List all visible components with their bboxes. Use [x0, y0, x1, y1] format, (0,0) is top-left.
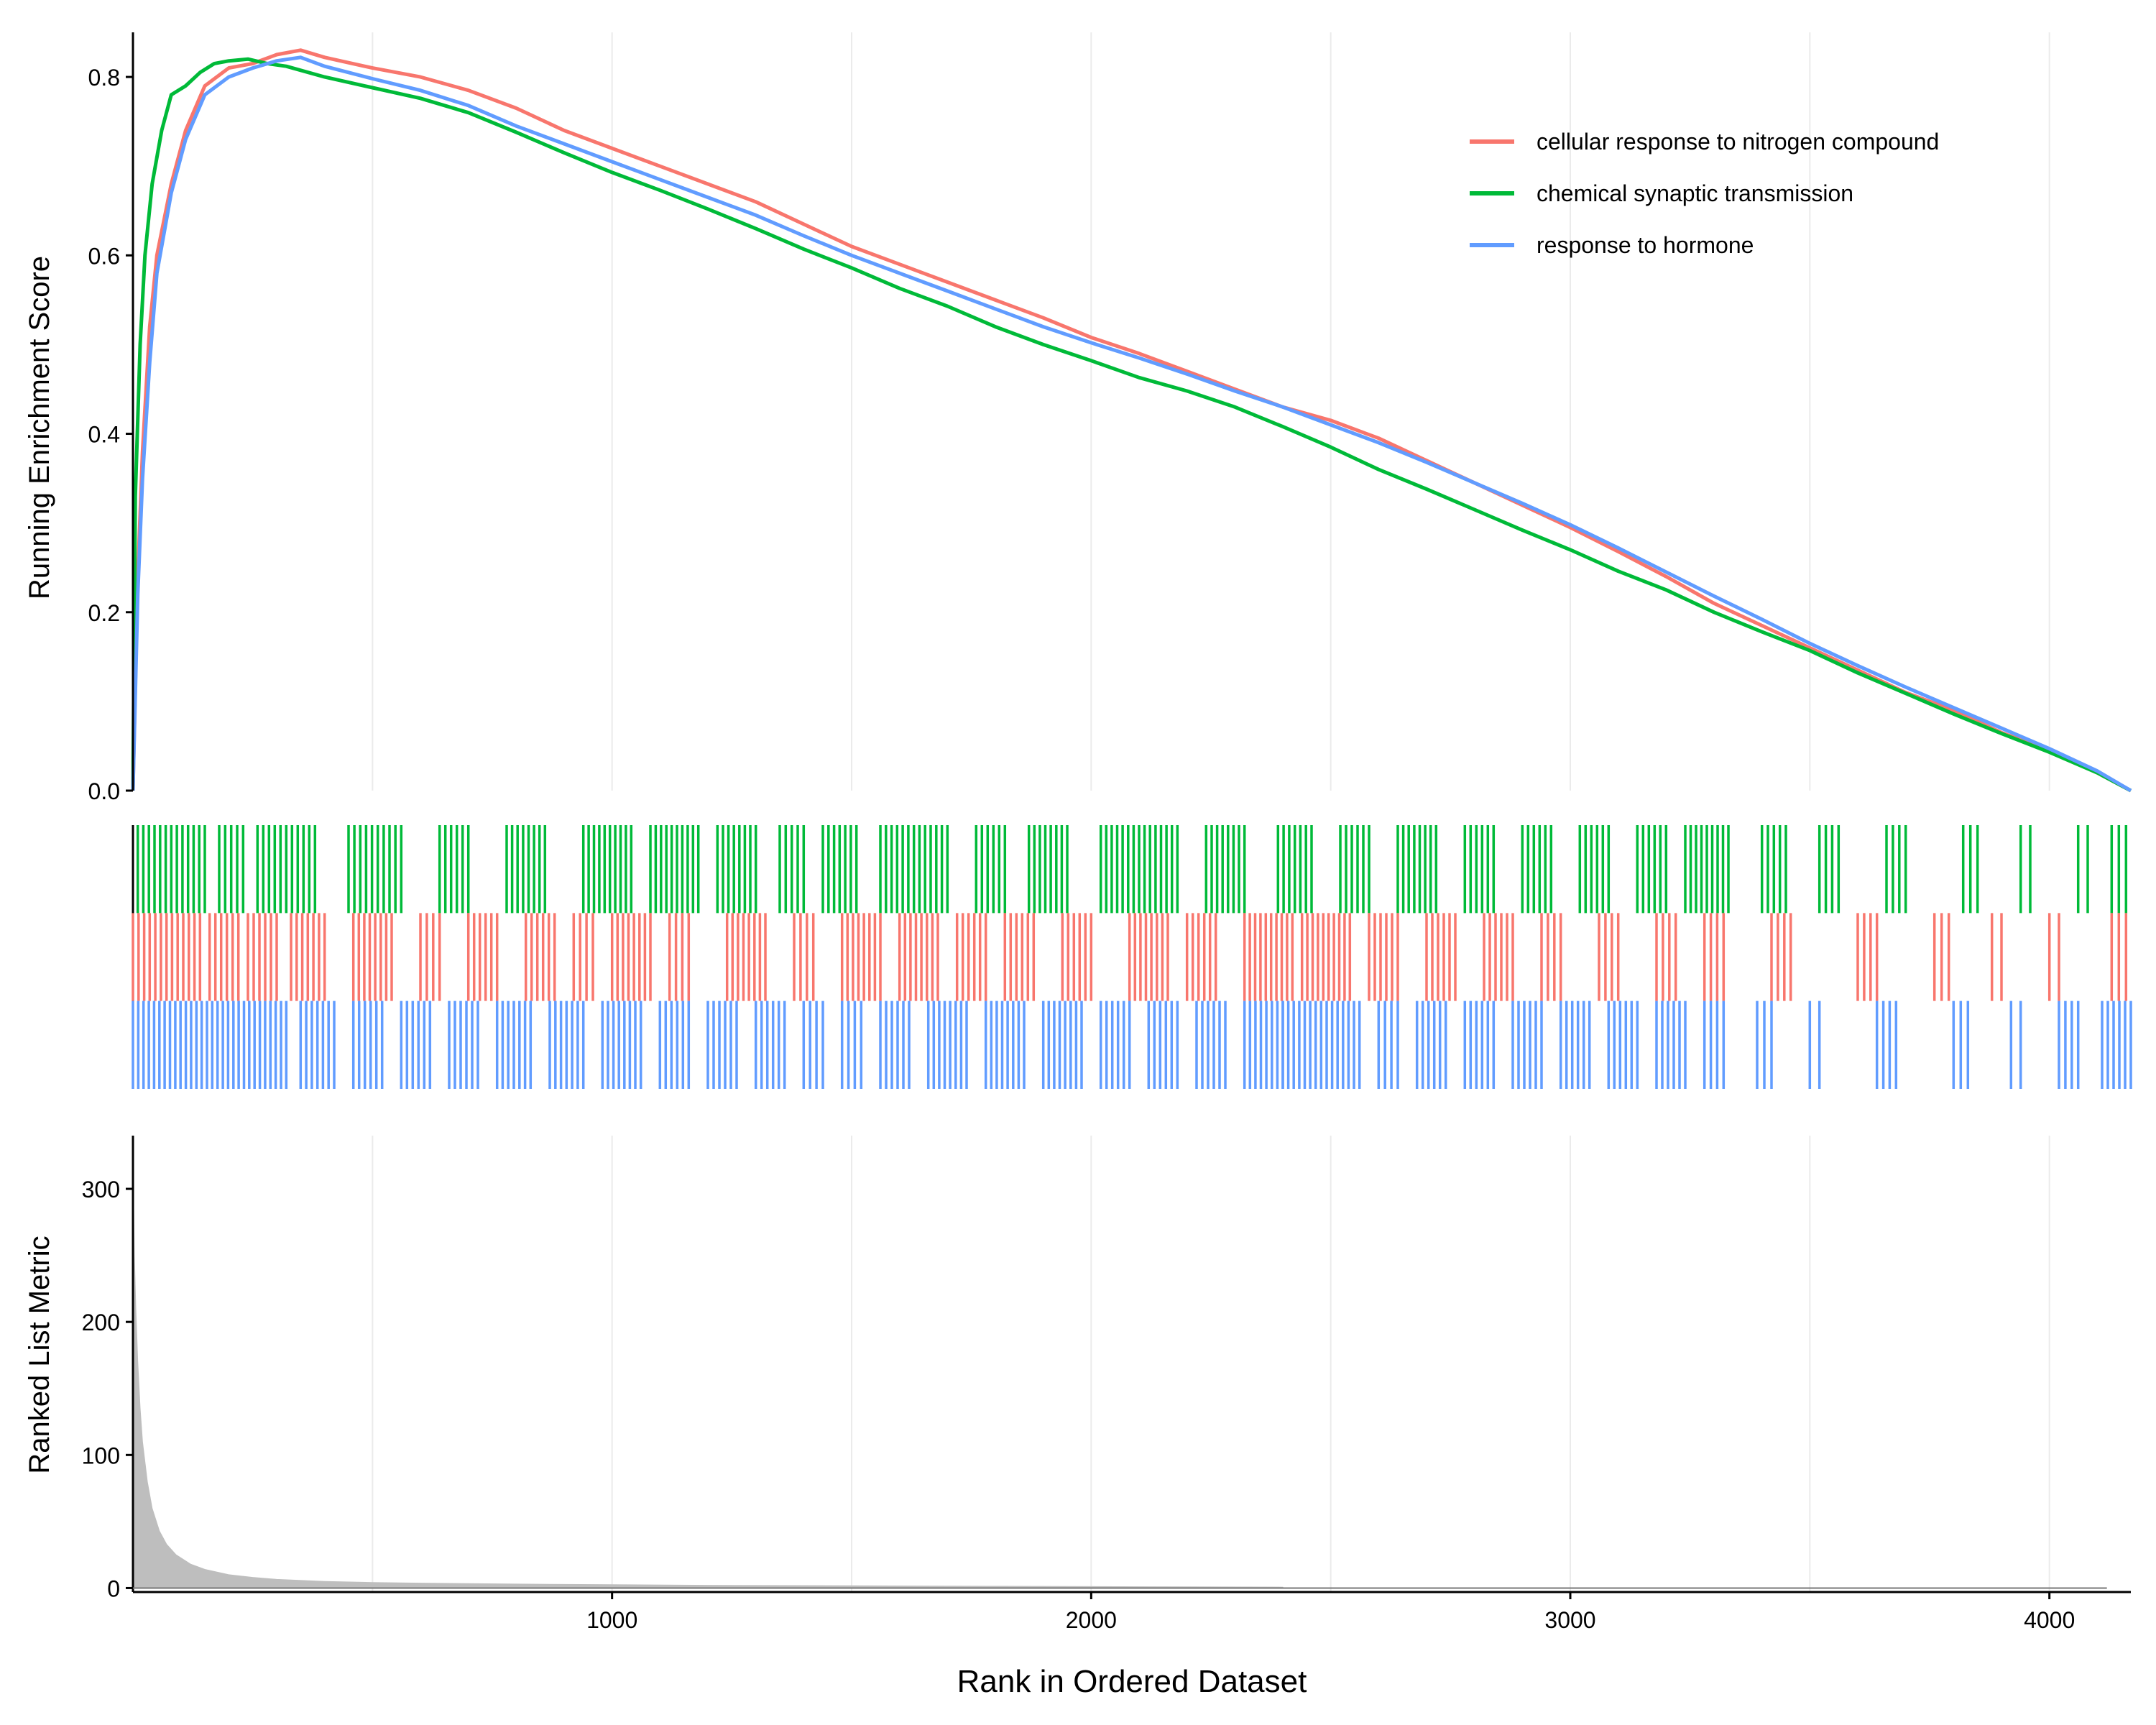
es-y-tick-label: 0.8	[88, 65, 120, 91]
es-line-hormone	[131, 55, 2132, 793]
ranked-list-metric-area	[132, 1162, 2107, 1588]
running-enrichment-score-panel: 0.0 0.2 0.4 0.6 0.8 Running Enrichment Score…	[24, 32, 2132, 804]
es-y-tick-label: 0.4	[88, 422, 120, 448]
x-tick-label: 3000	[1544, 1607, 1595, 1633]
es-lines	[131, 48, 2132, 793]
rlm-y-tick-label: 300	[82, 1177, 120, 1202]
x-axis-label: Rank in Ordered Dataset	[957, 1664, 1307, 1699]
es-y-tick-label: 0.6	[88, 243, 120, 269]
es-y-tick-label: 0.0	[88, 778, 120, 804]
rlm-y-tick-label: 100	[82, 1443, 120, 1468]
es-y-axis-label: Running Enrichment Score	[24, 256, 55, 599]
legend-label: chemical synaptic transmission	[1537, 180, 1853, 206]
ranked-list-metric-panel: 0 100 200 300 1000 2000 3000 4000 Ranked List …	[24, 1136, 2131, 1699]
gene-set-hits-panel	[132, 825, 2132, 1089]
rlm-x-ticks: 1000 2000 3000 4000	[586, 1592, 2075, 1633]
rlm-y-axis-label: Ranked List Metric	[24, 1236, 55, 1473]
rlm-y-ticks: 0 100 200 300	[82, 1177, 133, 1601]
rlm-gridlines	[372, 1136, 2050, 1592]
rug-row-hormone	[132, 1000, 2132, 1089]
x-tick-label: 1000	[586, 1607, 637, 1633]
legend-label: cellular response to nitrogen compound	[1537, 129, 1939, 155]
legend: cellular response to nitrogen compound ch…	[1470, 129, 1939, 258]
rug-row-nitrogen	[132, 913, 2128, 1001]
es-gridlines	[372, 32, 2050, 791]
es-y-tick-label: 0.2	[88, 600, 120, 626]
x-tick-label: 4000	[2024, 1607, 2075, 1633]
es-line-synaptic	[131, 57, 2132, 793]
legend-label: response to hormone	[1537, 232, 1754, 258]
rlm-y-tick-label: 200	[82, 1310, 120, 1335]
rug-rows	[132, 825, 2132, 1089]
rlm-y-tick-label: 0	[107, 1576, 120, 1601]
rug-row-synaptic	[136, 825, 2128, 914]
x-tick-label: 2000	[1066, 1607, 1117, 1633]
es-line-nitrogen	[131, 48, 2132, 793]
es-y-ticks: 0.0 0.2 0.4 0.6 0.8	[88, 65, 133, 804]
